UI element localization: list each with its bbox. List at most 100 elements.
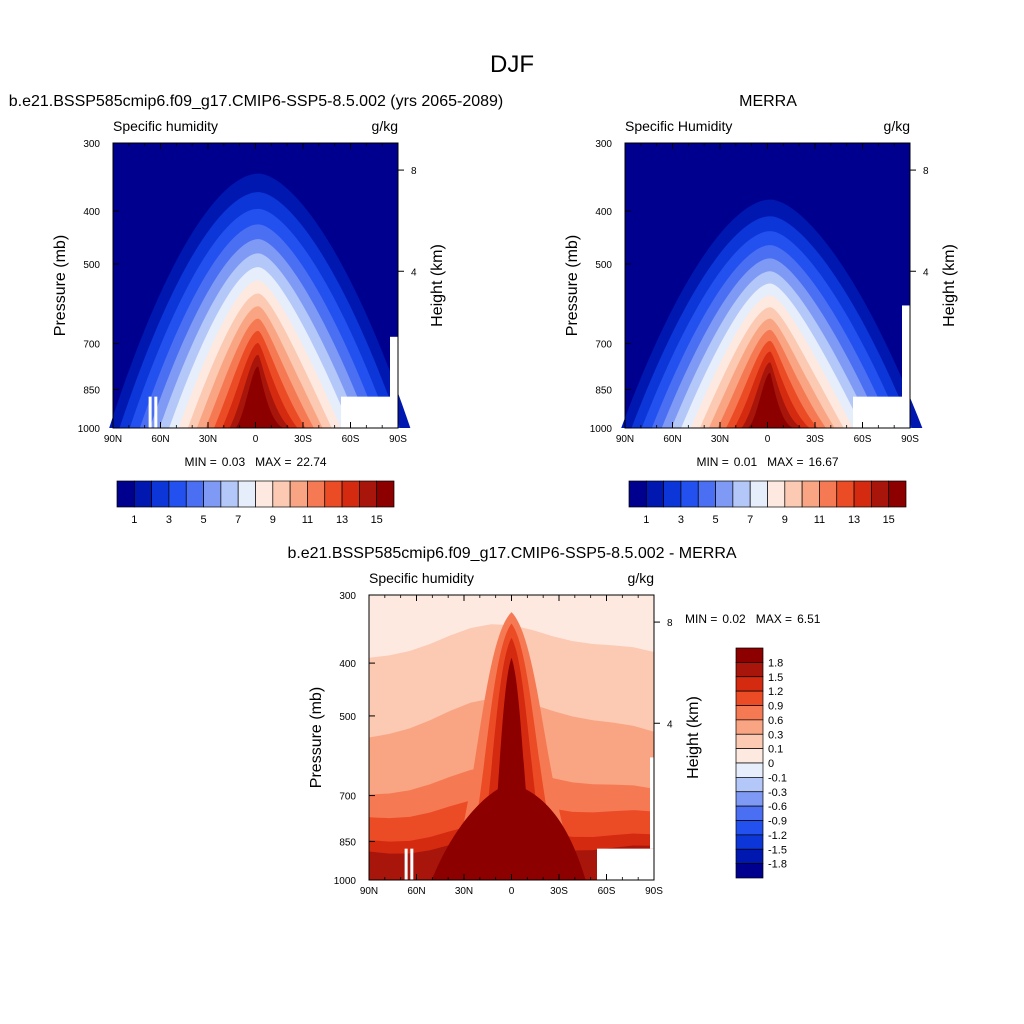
x-tick-label: 90N (360, 886, 378, 897)
min-max-readout: MIN = 0.01 MAX = 16.67 (696, 455, 838, 469)
x-tick-label: 30S (806, 434, 824, 445)
right-string: g/kg (628, 570, 654, 586)
colorbar-swatch (272, 480, 291, 508)
x-tick-label: 90S (645, 886, 663, 897)
colorbar-swatch (735, 848, 764, 864)
y2-tick-label: 8 (667, 618, 673, 629)
colorbar-swatch (341, 480, 360, 508)
colorbar-label: -0.1 (768, 772, 787, 784)
colorbar-swatch (801, 480, 820, 508)
max-label: MAX = (767, 455, 803, 469)
page-title: DJF (490, 51, 534, 78)
colorbar-swatch (836, 480, 855, 508)
missing-data-region (902, 305, 910, 428)
colorbar-label: 0 (768, 758, 774, 770)
colorbar-label: 15 (371, 514, 383, 526)
colorbar-swatch (255, 480, 274, 508)
y-tick-label: 500 (595, 260, 612, 271)
left-string: Specific humidity (113, 118, 218, 134)
y-tick-label: 1000 (78, 424, 101, 435)
y-tick-label: 850 (83, 386, 100, 397)
colorbar-swatch (116, 480, 135, 508)
y-tick-label: 500 (339, 712, 356, 723)
colorbar-swatch (735, 733, 764, 749)
x-tick-label: 30N (711, 434, 729, 445)
colorbar: 1.8 1.5 1.2 0.9 0.6 0.3 0.1 0 -0.1 -0.3 -0.6 -0.9 -1… (735, 647, 787, 879)
colorbar-swatch (376, 480, 395, 508)
colorbar: 1 3 5 7 9 11 13 15 (628, 480, 907, 526)
y-tick-label: 300 (595, 139, 612, 150)
colorbar-label: 1.2 (768, 686, 783, 698)
missing-data-region (154, 396, 158, 428)
x-tick-label: 0 (253, 434, 259, 445)
y2-tick-label: 8 (923, 166, 929, 177)
colorbar-swatch (168, 480, 187, 508)
colorbar-swatch (735, 662, 764, 678)
colorbar-swatch (237, 480, 256, 508)
y-tick-label: 850 (339, 838, 356, 849)
left-string: Specific humidity (369, 570, 474, 586)
colorbar-label: 0.6 (768, 715, 783, 727)
colorbar-swatch (767, 480, 786, 508)
y2-tick-label: 4 (667, 719, 673, 730)
y2-axis-label: Height (km) (685, 696, 702, 779)
colorbar-label: -0.9 (768, 816, 787, 828)
colorbar-swatch (735, 777, 764, 793)
colorbar-swatch (735, 690, 764, 706)
colorbar-swatch (735, 762, 764, 778)
colorbar-swatch (735, 863, 764, 879)
colorbar-swatch (735, 705, 764, 721)
missing-data-region (148, 396, 152, 428)
y2-tick-label: 4 (411, 267, 417, 278)
y-tick-label: 400 (595, 207, 612, 218)
colorbar-swatch (220, 480, 239, 508)
colorbar-label: 15 (883, 514, 895, 526)
colorbar: 1 3 5 7 9 11 13 15 (116, 480, 395, 526)
colorbar-swatch (324, 480, 343, 508)
colorbar-swatch (735, 805, 764, 821)
colorbar-label: 11 (302, 514, 313, 526)
x-tick-label: 60S (598, 886, 616, 897)
panel-title: b.e21.BSSP585cmip6.f09_g17.CMIP6-SSP5-8.… (287, 545, 736, 562)
y-tick-label: 1000 (334, 876, 357, 887)
missing-data-region (650, 757, 654, 849)
y-axis-label: Pressure (mb) (308, 687, 325, 788)
colorbar-label: 13 (848, 514, 860, 526)
min-label: MIN = (184, 455, 216, 469)
y-axis-label: Pressure (mb) (52, 235, 69, 336)
colorbar-label: 0.1 (768, 744, 783, 756)
min-max-readout: MIN = 0.03 MAX = 22.74 (184, 455, 326, 469)
colorbar-label: -0.3 (768, 787, 787, 799)
y2-tick-label: 4 (923, 267, 929, 278)
panel-title: b.e21.BSSP585cmip6.f09_g17.CMIP6-SSP5-8.… (9, 93, 504, 110)
x-tick-label: 90N (616, 434, 634, 445)
y2-tick-label: 8 (411, 166, 417, 177)
colorbar-swatch (735, 791, 764, 807)
min-value: 0.01 (734, 455, 758, 469)
colorbar-swatch (307, 480, 326, 508)
missing-data-region (597, 848, 654, 880)
missing-data-region (410, 848, 414, 880)
x-tick-label: 0 (765, 434, 771, 445)
colorbar-swatch (203, 480, 222, 508)
y-tick-label: 850 (595, 386, 612, 397)
contour-fill-panel-2 (621, 143, 923, 429)
contour-fill-panel-3 (369, 595, 654, 880)
colorbar-label: 1 (643, 514, 649, 526)
colorbar-label: 1 (131, 514, 137, 526)
colorbar-label: -0.6 (768, 801, 787, 813)
x-tick-label: 60N (663, 434, 681, 445)
x-tick-label: 30N (455, 886, 473, 897)
colorbar-swatch (359, 480, 378, 508)
y-axis-label: Pressure (mb) (564, 235, 581, 336)
y-tick-label: 700 (339, 792, 356, 803)
colorbar-swatch (697, 480, 716, 508)
min-max-readout: MIN = 0.02 MAX = 6.51 (685, 612, 821, 626)
colorbar-swatch (819, 480, 838, 508)
colorbar-label: 13 (336, 514, 348, 526)
colorbar-swatch (888, 480, 907, 508)
colorbar-swatch (289, 480, 308, 508)
colorbar-swatch (749, 480, 768, 508)
colorbar-label: 5 (713, 514, 719, 526)
x-tick-label: 90S (389, 434, 407, 445)
